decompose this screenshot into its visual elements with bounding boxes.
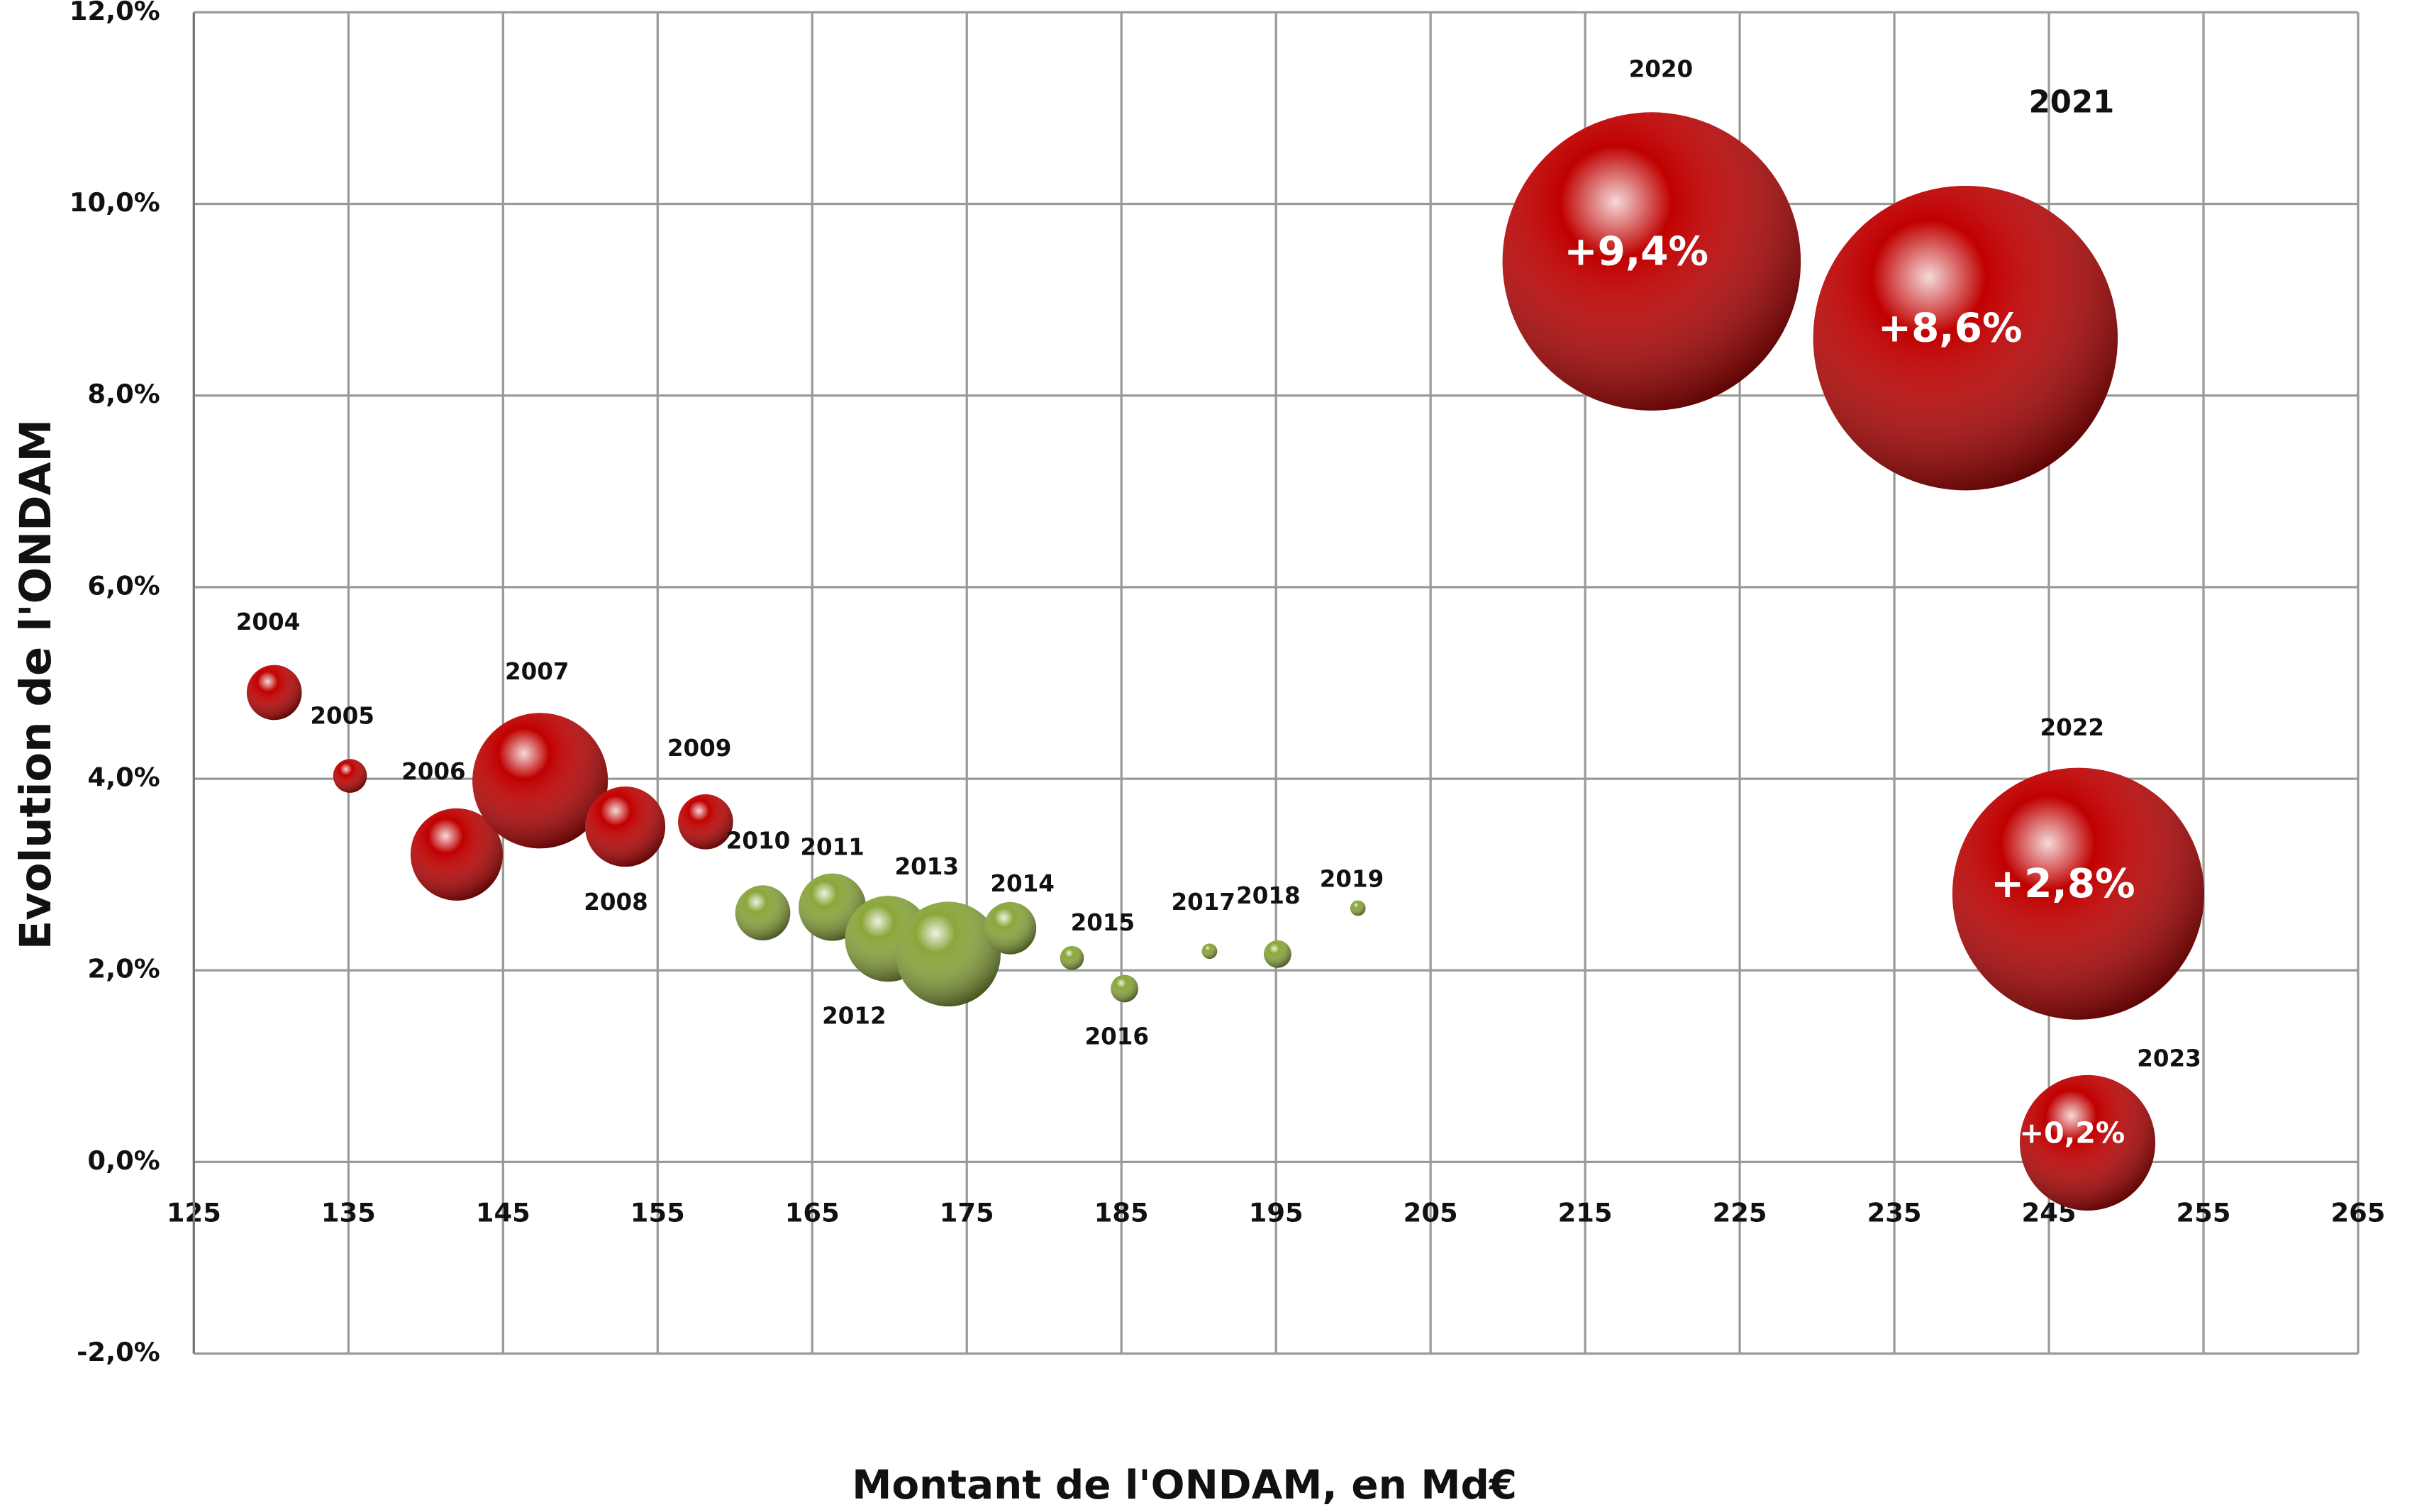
x-tick-label: 225 — [1713, 1198, 1767, 1228]
bubble-shade — [333, 759, 367, 793]
x-axis-label: Montant de l'ONDAM, en Md€ — [852, 1462, 1517, 1508]
point-label: 2014 — [990, 870, 1055, 897]
point-label: 2010 — [726, 827, 791, 854]
y-tick-label: -2,0% — [77, 1337, 160, 1367]
y-tick-label: 12,0% — [70, 0, 160, 26]
value-label: +2,8% — [1991, 861, 2135, 907]
point-label: 2005 — [310, 703, 374, 730]
value-label: +8,6% — [1878, 305, 2023, 351]
bubble-shade — [984, 901, 1037, 955]
bubble-shade — [2020, 1074, 2156, 1211]
bubble-shade — [1060, 945, 1084, 970]
value-label: +9,4% — [1564, 228, 1708, 274]
x-tick-label: 165 — [785, 1198, 840, 1228]
y-tick-label: 4,0% — [87, 762, 160, 793]
point-label: 2012 — [822, 1002, 887, 1029]
y-tick-label: 0,0% — [87, 1145, 160, 1176]
bubble-shade — [678, 794, 733, 850]
y-tick-label: 2,0% — [87, 954, 160, 984]
point-label: 2018 — [1236, 882, 1301, 909]
y-tick-label: 8,0% — [87, 379, 160, 409]
bubble-shade — [1350, 900, 1366, 916]
point-label: 2017 — [1172, 889, 1236, 916]
point-label: 2020 — [1629, 56, 1694, 83]
bubble-shade — [584, 786, 666, 867]
x-tick-label: 185 — [1094, 1198, 1149, 1228]
point-label: 2019 — [1320, 865, 1384, 892]
point-label: 2013 — [894, 853, 959, 880]
y-tick-label: 6,0% — [87, 570, 160, 601]
x-tick-label: 255 — [2177, 1198, 2231, 1228]
bubble-shade — [472, 713, 608, 849]
point-label: 2011 — [800, 834, 865, 861]
x-tick-label: 265 — [2331, 1198, 2386, 1228]
x-tick-label: 135 — [321, 1198, 376, 1228]
x-tick-label: 215 — [1558, 1198, 1613, 1228]
point-label: 2015 — [1071, 909, 1135, 936]
bubble-shade — [1263, 940, 1291, 968]
x-tick-label: 155 — [630, 1198, 685, 1228]
point-label: 2016 — [1084, 1023, 1149, 1050]
bubble-shade — [410, 808, 504, 901]
point-label: 2008 — [584, 889, 648, 916]
value-label: +0,2% — [2019, 1116, 2125, 1150]
bubble-shade — [246, 665, 302, 721]
bubble-shade — [1201, 943, 1218, 960]
bubble-shade — [1502, 112, 1801, 411]
point-label: 2006 — [401, 758, 466, 785]
y-tick-label: 10,0% — [70, 187, 160, 218]
y-axis-label: Evolution de l'ONDAM — [11, 419, 61, 950]
bubble-shade — [735, 885, 791, 940]
bubble-shade — [1813, 185, 2118, 491]
x-tick-label: 205 — [1404, 1198, 1458, 1228]
point-label: 2004 — [236, 608, 301, 635]
x-tick-label: 195 — [1249, 1198, 1304, 1228]
point-label: 2009 — [667, 735, 732, 762]
bubble-shade — [896, 901, 1001, 1007]
x-tick-label: 175 — [940, 1198, 994, 1228]
bubble-shade — [1111, 974, 1138, 1003]
x-tick-label: 235 — [1867, 1198, 1922, 1228]
point-label: 2021 — [2029, 84, 2115, 120]
point-label: 2022 — [2040, 714, 2105, 741]
bubble-shade — [1952, 767, 2204, 1020]
point-label: 2023 — [2137, 1045, 2201, 1072]
point-label: 2007 — [505, 658, 569, 685]
x-tick-label: 145 — [476, 1198, 530, 1228]
